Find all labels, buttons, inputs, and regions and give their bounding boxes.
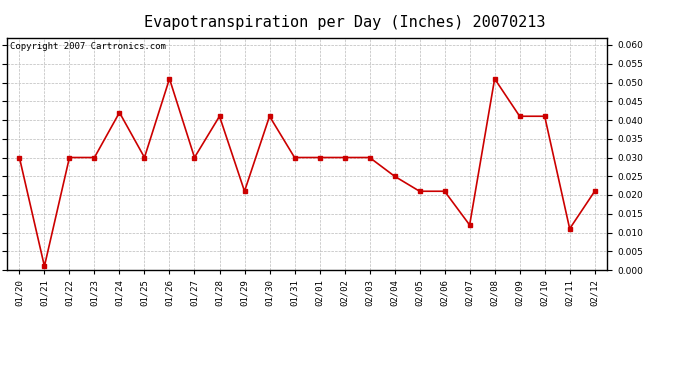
Text: Copyright 2007 Cartronics.com: Copyright 2007 Cartronics.com (10, 42, 166, 51)
Text: Evapotranspiration per Day (Inches) 20070213: Evapotranspiration per Day (Inches) 2007… (144, 15, 546, 30)
